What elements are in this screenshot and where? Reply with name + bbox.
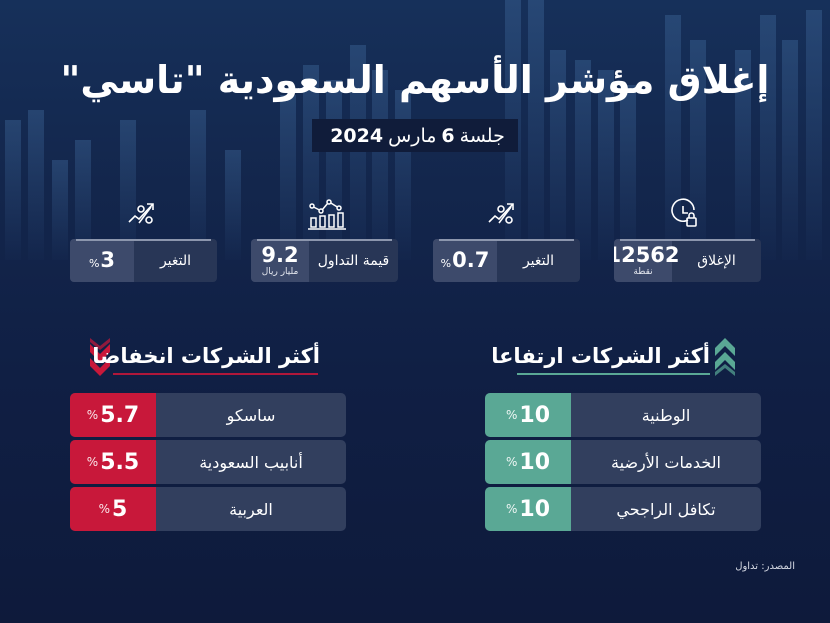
stat-number: 12562 <box>614 242 680 267</box>
stat-label: الإغلاق <box>697 252 736 269</box>
stat-card-trading-value: قيمة التداول 9.2 مليار ريال <box>251 239 398 282</box>
company-name: ساسكو <box>226 405 276 425</box>
company-name: العربية <box>229 499 273 519</box>
stat-label: التغير <box>159 252 192 269</box>
stat-unit: نقطة <box>633 266 653 277</box>
gainer-row: الخدمات الأرضية % 10 <box>485 440 761 484</box>
change-value: % 10 <box>485 440 571 484</box>
stat-label: التغير <box>522 252 555 269</box>
percent-sign: % <box>88 257 100 270</box>
stat-unit: مليار ريال <box>261 266 299 277</box>
change-value: % 5.7 <box>70 393 156 437</box>
percent-sign: % <box>440 257 452 270</box>
double-chevron-up-icon <box>715 338 735 376</box>
percent-trend-up-icon <box>488 203 514 224</box>
stat-value: %3 <box>70 239 134 282</box>
loser-row: ساسكو % 5.7 <box>70 393 346 437</box>
stat-card-close: الإغلاق 12562 نقطة <box>614 239 761 282</box>
stat-number: %3 <box>88 248 116 272</box>
stat-number: 9.2 <box>261 242 299 267</box>
stat-number: %0.7 <box>440 248 490 272</box>
stat-value: %0.7 <box>433 239 497 282</box>
double-chevron-down-icon <box>90 338 110 376</box>
date-day: 6 <box>441 124 455 147</box>
stat-card-change-pct: التغير %3 <box>70 239 217 282</box>
company-name: تكافل الراجحي <box>616 499 716 519</box>
date-year: 2024 <box>330 124 384 147</box>
date-month: مارس <box>388 124 437 147</box>
change-value: % 10 <box>485 393 571 437</box>
change-value: % 5.5 <box>70 440 156 484</box>
gainers-title: أكثر الشركات ارتفاعا <box>491 344 710 368</box>
stat-value: 9.2 مليار ريال <box>251 239 309 282</box>
session-date: جلسة 6 مارس 2024 <box>312 119 518 152</box>
change-value: % 5 <box>70 487 156 531</box>
percent-trend-up-icon <box>128 203 154 224</box>
losers-title: أكثر الشركات انخفاضا <box>92 344 320 368</box>
gainer-row: تكافل الراجحي % 10 <box>485 487 761 531</box>
gainer-row: الوطنية % 10 <box>485 393 761 437</box>
losers-underline <box>113 373 318 375</box>
stat-card-change-points: التغير %0.7 <box>433 239 580 282</box>
company-name: الخدمات الأرضية <box>611 452 721 472</box>
bar-line-chart-icon <box>308 199 346 230</box>
company-name: أنابيب السعودية <box>199 452 303 472</box>
gainers-underline <box>517 373 710 375</box>
source-note: المصدر: تداول <box>735 561 795 572</box>
loser-row: أنابيب السعودية % 5.5 <box>70 440 346 484</box>
company-name: الوطنية <box>641 405 691 425</box>
loser-row: العربية % 5 <box>70 487 346 531</box>
page-title: إغلاق مؤشر الأسهم السعودية "تاسي" <box>60 58 770 102</box>
clock-lock-icon <box>671 198 697 227</box>
date-prefix: جلسة <box>459 124 505 147</box>
stat-value: 12562 نقطة <box>614 239 680 282</box>
stat-label: قيمة التداول <box>317 252 390 269</box>
change-value: % 10 <box>485 487 571 531</box>
